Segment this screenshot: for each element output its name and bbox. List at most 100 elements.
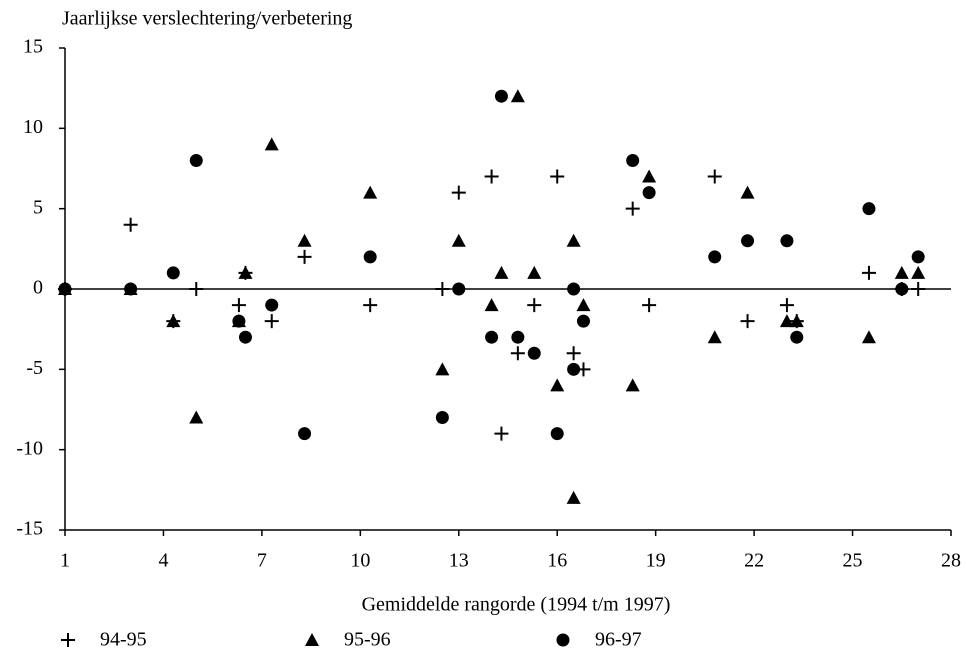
x-tick-label: 10: [350, 550, 370, 572]
triangle-marker: [625, 378, 640, 392]
circle-marker: [780, 234, 794, 248]
triangle-marker: [911, 265, 926, 279]
circle-marker: [708, 250, 722, 264]
circle-marker: [790, 330, 804, 344]
triangle-marker: [740, 185, 755, 199]
x-tick-label: 16: [547, 550, 567, 572]
triangle-marker: [494, 265, 509, 279]
y-tick-label: 15: [23, 36, 43, 58]
triangle-marker: [642, 169, 657, 183]
plus-marker: [123, 217, 138, 232]
triangle-marker: [576, 298, 591, 312]
triangle-marker: [527, 265, 542, 279]
plus-marker: [231, 298, 246, 313]
plus-marker: [707, 169, 722, 184]
circle-marker: [435, 411, 449, 425]
circle-marker: [494, 89, 508, 103]
plus-marker: [264, 314, 279, 329]
circle-marker: [265, 298, 279, 312]
triangle-marker: [510, 89, 525, 103]
x-tick-label: 1: [60, 550, 70, 572]
triangle-marker: [435, 362, 450, 376]
circle-marker: [298, 427, 312, 441]
plus-marker: [911, 282, 926, 296]
triangle-marker: [894, 265, 909, 279]
x-tick-label: 19: [646, 550, 666, 572]
x-tick-label: 7: [257, 550, 267, 572]
triangle-marker: [451, 233, 466, 247]
plus-marker: [510, 346, 525, 361]
plus-marker: [527, 298, 542, 313]
circle-marker: [626, 153, 640, 167]
circle-marker: [895, 282, 909, 296]
x-tick-label: 25: [843, 550, 863, 572]
x-tick-label: 13: [449, 550, 469, 572]
triangle-marker: [566, 233, 581, 247]
y-axis-title: Jaarlijkse verslechtering/verbetering: [62, 8, 352, 30]
y-tick-label: 5: [33, 196, 43, 218]
circle-marker: [741, 234, 755, 248]
triangle-marker: [297, 233, 312, 247]
triangle-marker: [566, 490, 581, 504]
y-tick-label: -10: [16, 437, 43, 459]
plus-marker: [550, 169, 565, 184]
y-tick-label: -5: [26, 357, 43, 379]
triangle-marker: [238, 265, 253, 279]
circle-marker: [232, 314, 246, 328]
y-tick-label: 0: [33, 277, 43, 299]
circle-marker: [911, 250, 925, 264]
circle-marker: [452, 282, 466, 296]
plus-marker: [625, 201, 640, 216]
circle-marker: [567, 282, 581, 296]
plus-marker: [363, 298, 378, 313]
triangle-marker: [789, 314, 804, 328]
circle-marker: [567, 362, 581, 376]
circle-marker: [576, 314, 590, 328]
circle-marker: [124, 282, 138, 296]
y-tick-label: 10: [23, 116, 43, 138]
plus-marker: [61, 633, 75, 647]
circle-marker: [58, 282, 72, 296]
plus-marker: [861, 265, 876, 280]
circle-marker: [238, 330, 252, 344]
triangle-marker: [305, 633, 319, 646]
triangle-marker: [166, 314, 181, 328]
plus-marker: [642, 298, 657, 313]
triangle-marker: [779, 314, 794, 328]
circle-marker: [556, 633, 570, 647]
triangle-marker: [550, 378, 565, 392]
plus-marker: [779, 298, 794, 313]
plus-marker: [484, 169, 499, 184]
circle-marker: [642, 186, 656, 200]
y-tick-label: -15: [16, 518, 43, 540]
plus-marker: [451, 185, 466, 200]
x-tick-label: 22: [744, 550, 764, 572]
triangle-marker: [363, 185, 378, 199]
circle-marker: [511, 330, 525, 344]
triangle-marker: [861, 330, 876, 344]
legend-label: 94-95: [100, 629, 147, 651]
triangle-marker: [189, 410, 204, 424]
plus-marker: [297, 249, 312, 264]
plus-marker: [740, 314, 755, 329]
plus-marker: [566, 346, 581, 361]
legend-label: 96-97: [595, 629, 642, 651]
plus-marker: [494, 426, 509, 441]
legend-label: 95-96: [344, 629, 391, 651]
plus-marker: [435, 282, 450, 296]
circle-marker: [485, 330, 499, 344]
circle-marker: [550, 427, 564, 441]
circle-marker: [363, 250, 377, 264]
triangle-marker: [707, 330, 722, 344]
circle-marker: [166, 266, 180, 280]
triangle-marker: [264, 137, 279, 151]
triangle-marker: [484, 298, 499, 312]
x-tick-label: 4: [158, 550, 168, 572]
x-axis-title: Gemiddelde rangorde (1994 t/m 1997): [362, 594, 671, 616]
circle-marker: [862, 202, 876, 216]
plus-marker: [189, 282, 204, 296]
x-tick-label: 28: [941, 550, 961, 572]
circle-marker: [527, 346, 541, 360]
